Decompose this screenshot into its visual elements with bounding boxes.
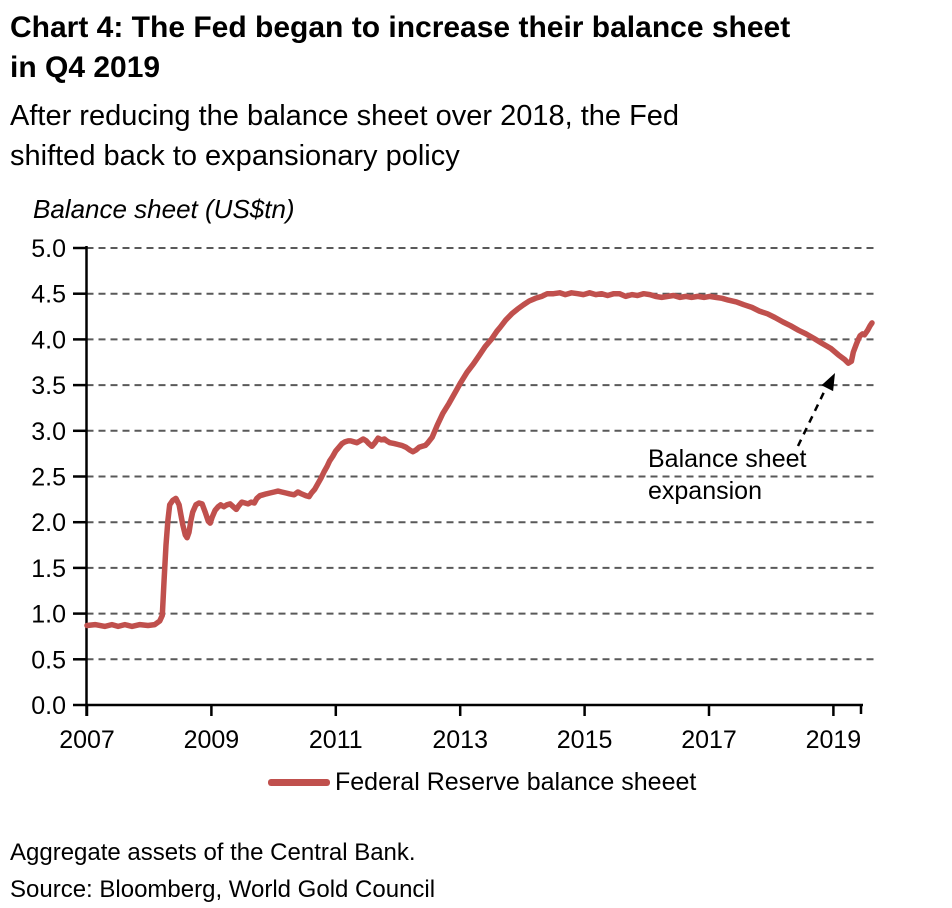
y-tick-label: 5.0 [31,235,66,263]
x-tick-label: 2019 [806,726,862,754]
chart-canvas: 0.0 0.5 1.0 1.5 2.0 2.5 3.0 3.5 4.0 4.5 5.0 2007 200… [31,235,878,754]
chart-subtitle-line-2: shifted back to expansionary policy [10,140,460,172]
chart-subtitle-line-1: After reducing the balance sheet over 20… [10,100,680,132]
annotation-line-2: expansion [648,477,762,505]
footnote-text: Aggregate assets of the Central Bank. [10,839,416,866]
y-tick-label: 1.5 [31,555,66,583]
y-tick-label: 0.0 [31,692,66,720]
chart-title: Chart 4: The Fed began to increase their… [10,8,940,88]
x-tick-label: 2009 [184,726,240,754]
x-tick-label: 2015 [557,726,613,754]
y-axis-title: Balance sheet (US$tn) [33,194,295,224]
y-tick-label: 4.0 [31,326,66,354]
y-tick-label: 0.5 [31,646,66,674]
y-tick-label: 2.0 [31,509,66,537]
annotation-text: Balance sheet expansion [648,443,806,507]
legend-line-swatch [268,778,330,786]
legend: Federal Reserve balance sheeet [268,766,696,798]
x-tick-label: 2017 [681,726,737,754]
legend-label: Federal Reserve balance sheeet [335,767,697,796]
annotation-arrow-head [821,373,835,392]
chart-title-line-1: Chart 4: The Fed began to increase their… [10,11,791,44]
annotation-line-1: Balance sheet [648,445,807,473]
source-text: Source: Bloomberg, World Gold Council [10,876,436,903]
chart-title-line-2: in Q4 2019 [10,51,161,84]
x-tick-label: 2007 [59,726,115,754]
annotation-arrow-shaft [796,389,827,447]
balance-sheet-line [84,290,875,630]
y-tick-label: 3.5 [31,372,66,400]
y-tick-label: 1.0 [31,601,66,629]
chart-subtitle: After reducing the balance sheet over 20… [10,96,940,176]
y-tick-label: 3.0 [31,418,66,446]
y-tick-label: 2.5 [31,464,66,492]
x-tick-label: 2011 [309,726,363,754]
x-tick-label: 2013 [432,726,488,754]
y-tick-label: 4.5 [31,281,66,309]
